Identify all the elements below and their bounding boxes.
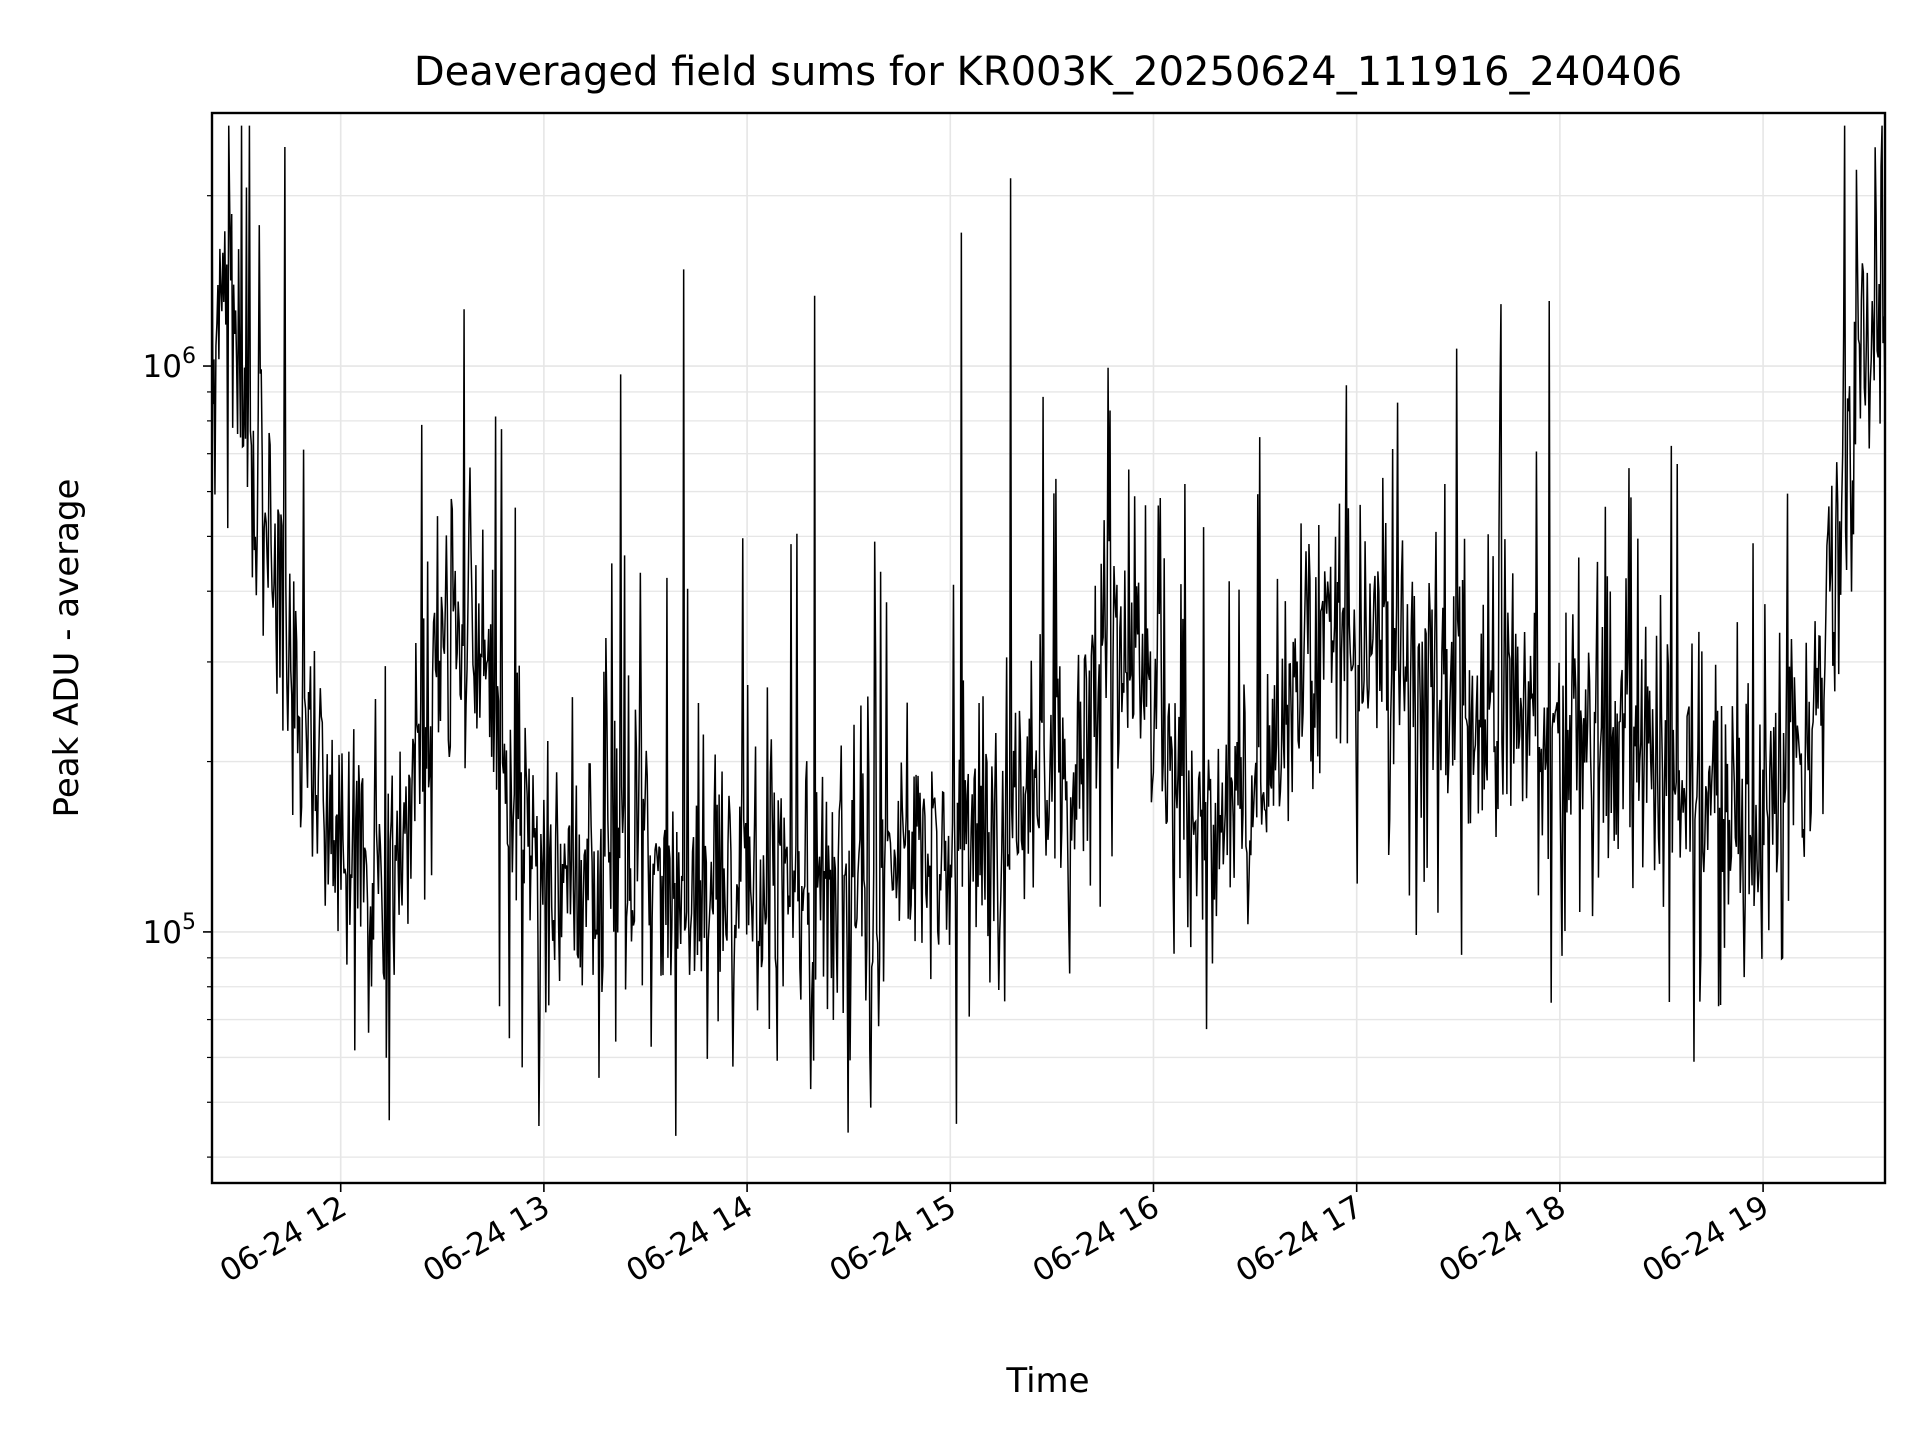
x-axis-label: Time — [1005, 1361, 1089, 1401]
x-tick-label: 06-24 12 — [214, 1189, 353, 1290]
x-tick-label: 06-24 15 — [824, 1189, 963, 1290]
x-tick-label: 06-24 19 — [1636, 1189, 1775, 1290]
x-tick-label: 06-24 16 — [1027, 1189, 1166, 1290]
series-line — [212, 125, 1885, 1136]
x-tick-label: 06-24 14 — [620, 1189, 759, 1290]
plot-frame — [210, 111, 1887, 1185]
y-tick-label: 106 — [143, 344, 196, 385]
x-tick-label: 06-24 18 — [1433, 1189, 1572, 1290]
grid — [212, 113, 1885, 1183]
chart-title: Deaveraged field sums for KR003K_2025062… — [414, 49, 1682, 95]
x-tick-label: 06-24 17 — [1230, 1189, 1369, 1290]
y-axis-label: Peak ADU - average — [47, 479, 87, 818]
plot-background — [212, 113, 1885, 1183]
y-tick-label: 105 — [143, 910, 196, 951]
x-tick-label: 06-24 13 — [417, 1189, 556, 1290]
